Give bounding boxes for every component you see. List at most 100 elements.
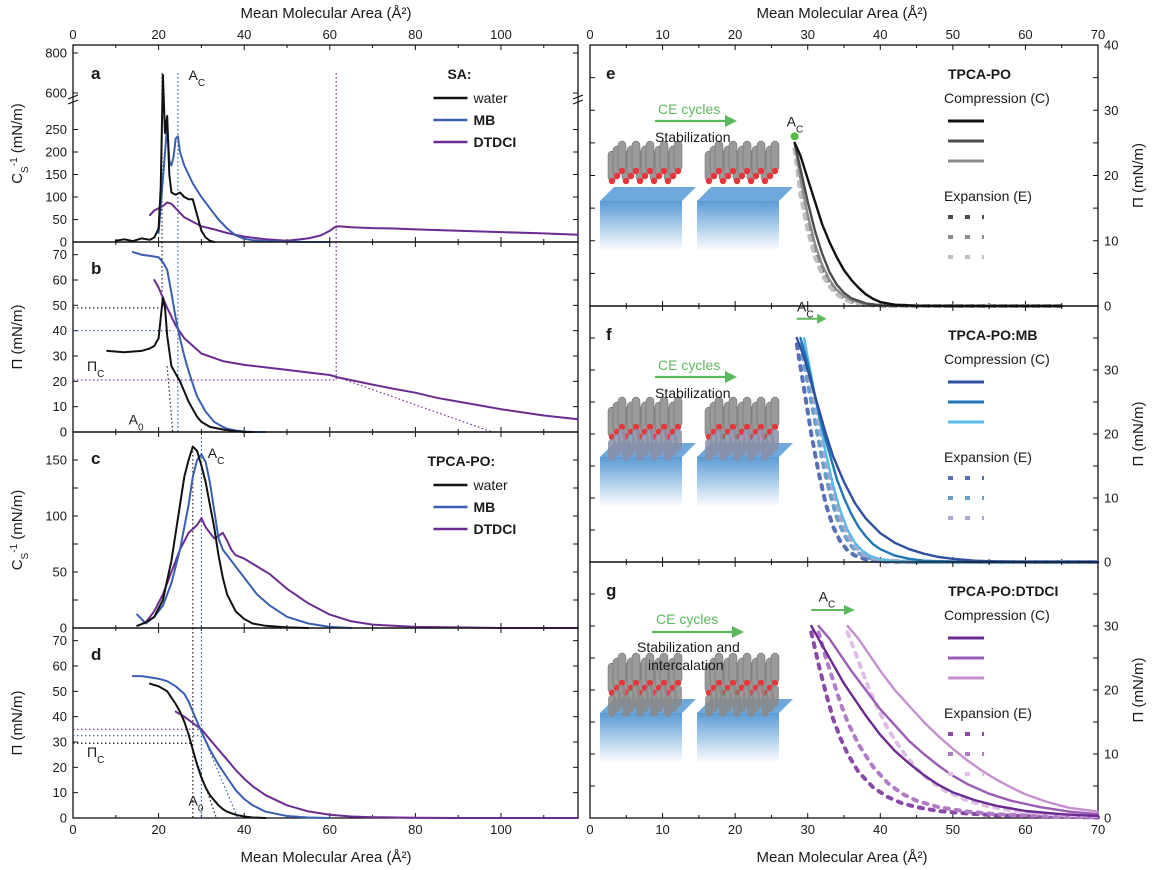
- panel-g-series-compression-2: [817, 624, 1100, 816]
- panel-e-cartoon-1-subphase: [600, 201, 682, 251]
- panel-g-xtick-label: 60: [1018, 822, 1032, 837]
- panel-c-ac-label-sub: C: [217, 456, 224, 467]
- panel-b-ytick-label: 10: [53, 399, 67, 414]
- top-xlabel-right: Mean Molecular Area (Å²): [757, 5, 928, 22]
- panel-a-series-mb: [157, 124, 331, 243]
- panel-e-cartoon-2-head: [715, 167, 723, 175]
- panel-g-ac-label-main: A: [819, 589, 829, 605]
- panel-f-ytick-label: 10: [1104, 491, 1118, 506]
- panel-b-a0-label-sub: 0: [138, 422, 144, 433]
- panel-g-cartoon-2-dye: [715, 685, 723, 707]
- panel-d-xtick-label: 60: [323, 822, 337, 837]
- panel-e-cartoon-2-head: [771, 167, 779, 175]
- panel-a-ytick-label: 100: [45, 190, 67, 205]
- panel-d-xtick-label: 40: [237, 822, 251, 837]
- panel-d-series-mb: [131, 675, 331, 819]
- panel-c-ytick-label: 0: [60, 621, 67, 636]
- panel-e-cartoon-2-rod: [714, 140, 724, 172]
- panel-c-series-mb: [136, 453, 353, 629]
- panel-c-label: c: [91, 449, 100, 468]
- panel-e-cartoon-2-head: [766, 172, 774, 180]
- panel-d-ytick-label: 0: [60, 811, 67, 826]
- panel-b-guide-a0-water: [166, 366, 174, 433]
- panel-a-break: [572, 94, 584, 100]
- panel-f-cartoon-2-subphase: [697, 457, 779, 507]
- panel-d-ytick-label: 10: [53, 785, 67, 800]
- panel-f-cartoon-2-head: [757, 423, 765, 431]
- panel-e-series-compression-2: [793, 141, 1063, 308]
- panel-f-cartoon-2: [697, 396, 793, 507]
- panel-e-ytick-label: 20: [1104, 168, 1118, 183]
- panel-d-xtick-label: 0: [69, 822, 76, 837]
- panel-g-cartoon-1-dye: [674, 685, 682, 707]
- panel-g-cartoon-1-head: [674, 679, 682, 687]
- panel-f-legend-compression: Compression (C): [944, 351, 1050, 367]
- panel-g-legend-expansion: Expansion (E): [944, 705, 1032, 721]
- panel-c-legend-title: TPCA-PO:: [427, 453, 495, 469]
- panel-c-legend-mb: MB: [473, 499, 495, 515]
- panel-a-ac-label: AC: [189, 67, 206, 89]
- panel-f-cartoon-2-rod: [770, 396, 780, 428]
- panel-g-stab-intercal-2: intercalation: [648, 657, 724, 673]
- panel-a-ylabel-sup: -1: [9, 157, 20, 166]
- panel-e-cartoon-1-head: [655, 172, 663, 180]
- panel-d-ytick-label: 40: [53, 709, 67, 724]
- panel-d-guide-a0-mb: [205, 741, 239, 819]
- panel-e-cartoon-1-head: [650, 177, 658, 185]
- panel-c-series-water: [136, 445, 310, 629]
- top-xlabel-left: Mean Molecular Area (Å²): [241, 5, 412, 22]
- panel-f-cartoon-2-head: [743, 423, 751, 431]
- panel-e-legend-expansion: Expansion (E): [944, 188, 1032, 204]
- panel-b-frame: [72, 241, 579, 433]
- panel-f-cartoon-1-head: [646, 423, 654, 431]
- panel-e-cartoon-1-head: [641, 172, 649, 180]
- panel-c-ylabel-unit: (mN/m): [9, 490, 26, 544]
- panel-g-series-compression-1: [810, 624, 1100, 818]
- panel-a-ytick-label: 600: [45, 86, 67, 101]
- panel-e-cartoon-2-head: [710, 172, 718, 180]
- panel-a-break: [67, 99, 79, 105]
- panel-a-xtick-label: 60: [323, 27, 337, 42]
- panel-c-ytick-label: 50: [53, 565, 67, 580]
- panel-c-ytick-label: 150: [45, 453, 67, 468]
- panel-a-xtick-label: 40: [237, 27, 251, 42]
- panel-e-cartoon-2-head: [719, 177, 727, 185]
- panel-g-cartoon-1-dye: [660, 685, 668, 707]
- panel-d-series-dtdci: [174, 710, 579, 819]
- panel-e-legend-title: TPCA-PO: [948, 66, 1011, 82]
- panel-f-cartoon-2-dye: [743, 429, 751, 451]
- panel-c-series-dtdci: [144, 517, 579, 629]
- panel-d-pic-label-main: Π: [87, 744, 97, 760]
- panel-f-cartoon-1: [600, 396, 696, 507]
- panel-f-cartoon-2-head: [715, 423, 723, 431]
- panel-e-cartoon-2-head: [761, 177, 769, 185]
- panel-e-xtick-label: 30: [800, 27, 814, 42]
- panel-g-series-compression-3: [846, 624, 1100, 813]
- panel-g-stab-intercal-1: Stabilization and: [637, 639, 740, 655]
- panel-e-xtick-label: 50: [946, 27, 960, 42]
- panel-e-ytick-label: 10: [1104, 233, 1118, 248]
- panel-g-ce-cycles: CE cycles: [656, 611, 718, 627]
- panel-c-ylabel-s: S: [20, 552, 31, 559]
- panel-f-cartoon-2-rod: [714, 396, 724, 428]
- panel-f-series-expansion-1: [794, 342, 1100, 564]
- panel-g-ac-arrow-head: [844, 605, 855, 615]
- panel-e-xtick-label: 60: [1018, 27, 1032, 42]
- panel-a-xtick-label: 100: [490, 27, 512, 42]
- panel-e-cartoon-1-rod: [617, 140, 627, 172]
- panel-b-a0-label-main: A: [129, 411, 139, 427]
- panel-g-cartoon-2-head: [757, 679, 765, 687]
- panel-b-pic-label-main: Π: [87, 358, 97, 374]
- panel-g-series-expansion-1: [809, 630, 1100, 820]
- panel-b-ytick-label: 0: [60, 425, 67, 440]
- panel-b-pic-label: ΠC: [87, 358, 104, 380]
- panel-c-legend-water: water: [472, 477, 508, 493]
- panel-e-ce-arrow-head: [725, 115, 737, 127]
- panel-b-ytick-label: 40: [53, 323, 67, 338]
- panel-f-cartoon-1-head: [618, 423, 626, 431]
- panel-b-series-mb: [131, 251, 267, 433]
- panel-d-a0-label-main: A: [189, 792, 199, 808]
- panel-g-cartoon-2-dye: [757, 685, 765, 707]
- panel-g-cartoon-2-dye: [729, 685, 737, 707]
